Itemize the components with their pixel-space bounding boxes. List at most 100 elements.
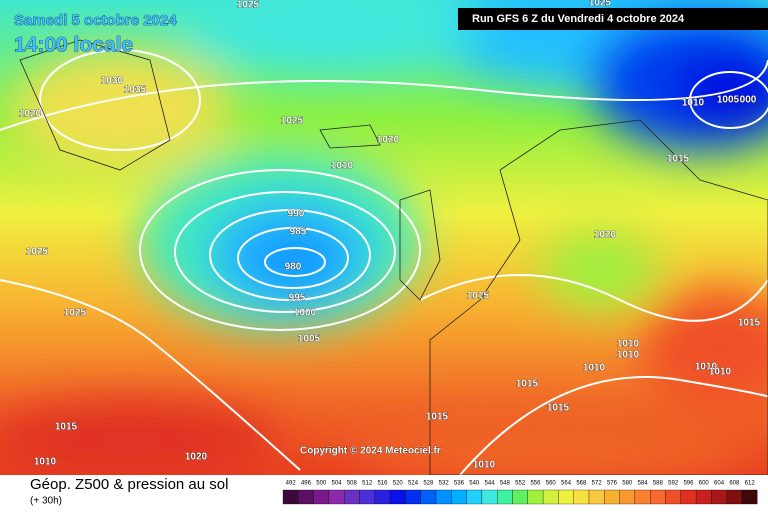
- isobar-label: 1025: [589, 0, 612, 9]
- legend-value: 560: [546, 481, 557, 487]
- isobar-label: 1025: [26, 247, 49, 258]
- isobar-label: 1010: [473, 460, 496, 471]
- isobar-label: 1020: [185, 452, 208, 463]
- legend-value: 500: [316, 481, 327, 487]
- legend-swatch: [711, 489, 727, 505]
- isobar-label: 1015: [738, 318, 761, 329]
- isobar-label: 1025: [64, 308, 87, 319]
- isobar-label: 1010: [617, 350, 640, 361]
- legend-value: 504: [332, 481, 343, 487]
- legend-swatch: [634, 489, 651, 505]
- legend-value: 512: [362, 481, 373, 487]
- legend-value: 604: [714, 481, 725, 487]
- legend-swatch: [298, 489, 314, 505]
- legend-swatch: [680, 489, 697, 505]
- isobar-label: 1005: [717, 95, 740, 106]
- legend-value: 568: [576, 481, 587, 487]
- legend-swatch: [328, 489, 345, 505]
- footer-title: Géop. Z500 & pression au sol: [30, 476, 228, 493]
- legend-value: 548: [500, 481, 511, 487]
- color-legend: 492 496 500 504 508 512 516 520 524 528 532 536 540 5…: [282, 481, 758, 505]
- isobar-label: 1035: [124, 85, 147, 96]
- legend-value: 600: [699, 481, 710, 487]
- isobar-label: 1010: [617, 339, 640, 350]
- legend-swatch: [481, 489, 498, 505]
- legend-swatch: [405, 489, 421, 505]
- isobar-label: 1010: [709, 367, 732, 378]
- isobar-label: 1020: [19, 109, 42, 120]
- legend-swatch: [573, 489, 590, 505]
- legend-swatch: [282, 489, 299, 505]
- isobar-label: 000: [740, 95, 757, 106]
- local-time: 14:00 locale: [14, 34, 133, 57]
- legend-swatch: [604, 489, 620, 505]
- legend-value: 556: [530, 481, 541, 487]
- legend-swatch: [451, 489, 467, 505]
- legend-value: 584: [638, 481, 649, 487]
- legend-value: 608: [729, 481, 740, 487]
- legend-value: 528: [423, 481, 434, 487]
- legend-value: 536: [454, 481, 465, 487]
- legend-swatch: [497, 489, 513, 505]
- isobar-label: 995: [289, 293, 306, 304]
- isobar-label: 990: [288, 209, 305, 220]
- legend-value: 580: [622, 481, 633, 487]
- isobar-label: 1000: [294, 308, 317, 319]
- legend-value: 552: [515, 481, 526, 487]
- legend-value: 564: [561, 481, 572, 487]
- isobar-label: 985: [290, 227, 307, 238]
- legend-swatch: [588, 489, 605, 505]
- legend-swatch: [420, 489, 437, 505]
- legend-swatch: [542, 489, 559, 505]
- legend-swatch: [650, 489, 666, 505]
- legend-value: 524: [408, 481, 419, 487]
- isobar-label: 1025: [237, 0, 260, 11]
- isobar-label: 1015: [426, 412, 449, 423]
- valid-date: Samedi 5 octobre 2024: [14, 12, 177, 29]
- isobar-label: 1005: [298, 334, 321, 345]
- legend-swatch: [527, 489, 544, 505]
- legend-swatch: [389, 489, 406, 505]
- isobar-label: 1015: [516, 379, 539, 390]
- legend-swatch: [619, 489, 636, 505]
- isobar-label: 1010: [682, 98, 705, 109]
- legend-value: 508: [347, 481, 358, 487]
- legend-value: 496: [301, 481, 312, 487]
- legend-swatch: [359, 489, 375, 505]
- isobar-label: 1020: [594, 230, 617, 241]
- legend-swatch: [558, 489, 574, 505]
- legend-value: 572: [592, 481, 603, 487]
- isobars: [0, 49, 768, 476]
- isobar-label: 1010: [583, 363, 606, 374]
- legend-value: 612: [745, 481, 756, 487]
- isobar-label: 1030: [101, 76, 124, 87]
- isobar-label: 1020: [377, 135, 400, 146]
- legend-swatch: [374, 489, 391, 505]
- copyright: Copyright © 2024 Meteociel.fr: [300, 446, 441, 457]
- legend-value: 544: [485, 481, 496, 487]
- legend-value: 520: [393, 481, 404, 487]
- isobar-label: 980: [285, 262, 302, 273]
- legend-swatch: [313, 489, 330, 505]
- isobar-label: 1015: [667, 154, 690, 165]
- legend-swatch: [466, 489, 483, 505]
- legend-value: 492: [286, 481, 297, 487]
- legend-value: 576: [607, 481, 618, 487]
- legend-swatch: [726, 489, 743, 505]
- legend-value: 592: [668, 481, 679, 487]
- coastlines: [19, 39, 768, 476]
- footer-lead: (+ 30h): [30, 496, 62, 507]
- legend-swatch: [435, 489, 452, 505]
- isobar-label: 1015: [55, 422, 78, 433]
- isobar-label: 1015: [547, 403, 570, 414]
- isobar-label: 1025: [281, 116, 304, 127]
- legend-value: 540: [469, 481, 480, 487]
- legend-swatch: [695, 489, 712, 505]
- legend-value: 532: [439, 481, 450, 487]
- isobar-label: 1015: [467, 291, 490, 302]
- legend-value: 588: [653, 481, 664, 487]
- isobar-label: 1010: [34, 457, 57, 468]
